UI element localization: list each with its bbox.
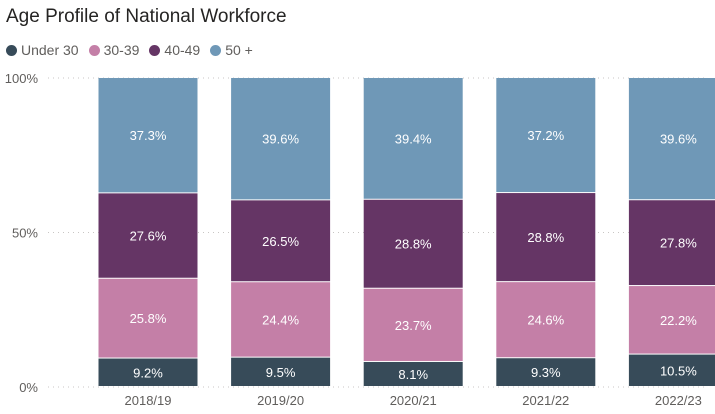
x-tick-label-1: 2019/20 (257, 393, 304, 408)
legend-swatch-30-39 (88, 44, 100, 56)
data-label-1-2: 23.7% (395, 318, 432, 333)
legend-swatch-under-30 (6, 44, 17, 56)
bar-30-39-3[interactable] (496, 282, 596, 358)
bar-40-49-3[interactable] (496, 193, 596, 282)
y-tick-label-1: 50% (12, 226, 38, 241)
y-tick-label-0: 0% (19, 380, 38, 395)
bar-under-30-1[interactable] (231, 357, 331, 386)
data-label-2-1: 26.5% (262, 234, 299, 249)
bar-30-39-4[interactable] (628, 286, 715, 354)
data-label-0-0: 9.2% (133, 365, 163, 380)
legend-label-40-49: 40-49 (164, 42, 201, 58)
bar-30-39-2[interactable] (363, 288, 463, 361)
bar-50--2[interactable] (363, 78, 463, 199)
bar-40-49-2[interactable] (363, 199, 463, 288)
bar-50--4[interactable] (628, 78, 715, 200)
data-label-2-3: 28.8% (527, 230, 564, 245)
data-label-0-1: 9.5% (266, 365, 296, 380)
chart-title: Age Profile of National Workforce (6, 6, 287, 27)
bar-40-49-0[interactable] (98, 193, 198, 278)
bar-under-30-3[interactable] (496, 358, 596, 386)
legend-item-30-39[interactable]: 30-39 (88, 42, 140, 58)
x-tick-label-2: 2020/21 (390, 393, 437, 408)
legend: Under 30 30-39 40-49 50 + (6, 42, 253, 58)
y-tick-label-2: 100% (5, 71, 39, 86)
legend-label-50-plus: 50 + (225, 42, 253, 58)
data-label-0-2: 8.1% (398, 367, 428, 382)
data-label-1-3: 24.6% (527, 313, 564, 328)
legend-item-50-plus[interactable]: 50 + (210, 42, 253, 58)
bar-under-30-4[interactable] (628, 354, 715, 386)
legend-label-under-30: Under 30 (21, 42, 79, 58)
x-tick-label-4: 2022/23 (655, 393, 702, 408)
bar-under-30-0[interactable] (98, 358, 198, 386)
data-label-0-3: 9.3% (531, 365, 561, 380)
bar-30-39-0[interactable] (98, 278, 198, 358)
data-label-2-4: 27.8% (660, 236, 697, 251)
x-tick-label-3: 2021/22 (522, 393, 569, 408)
bar-50--1[interactable] (231, 78, 331, 200)
bar-50--0[interactable] (98, 78, 198, 193)
data-label-1-0: 25.8% (130, 311, 167, 326)
bar-under-30-2[interactable] (363, 361, 463, 386)
data-label-2-0: 27.6% (130, 229, 167, 244)
data-label-0-4: 10.5% (660, 363, 697, 378)
legend-item-under-30[interactable]: Under 30 (6, 42, 79, 58)
data-label-1-4: 22.2% (660, 313, 697, 328)
bar-40-49-1[interactable] (231, 200, 331, 282)
data-label-2-2: 28.8% (395, 237, 432, 252)
bar-50--3[interactable] (496, 78, 596, 193)
data-label-3-3: 37.2% (527, 128, 564, 143)
data-label-3-0: 37.3% (130, 128, 167, 143)
bar-40-49-4[interactable] (628, 200, 715, 286)
legend-swatch-40-49 (149, 44, 161, 56)
legend-label-30-39: 30-39 (103, 42, 140, 58)
x-tick-label-0: 2018/19 (125, 393, 172, 408)
data-label-1-1: 24.4% (262, 312, 299, 327)
legend-item-40-49[interactable]: 40-49 (149, 42, 200, 58)
data-label-3-1: 39.6% (262, 132, 299, 147)
bar-30-39-1[interactable] (231, 282, 331, 357)
data-label-3-2: 39.4% (395, 131, 432, 146)
data-label-3-4: 39.6% (660, 132, 697, 147)
legend-swatch-50-plus (210, 44, 222, 56)
